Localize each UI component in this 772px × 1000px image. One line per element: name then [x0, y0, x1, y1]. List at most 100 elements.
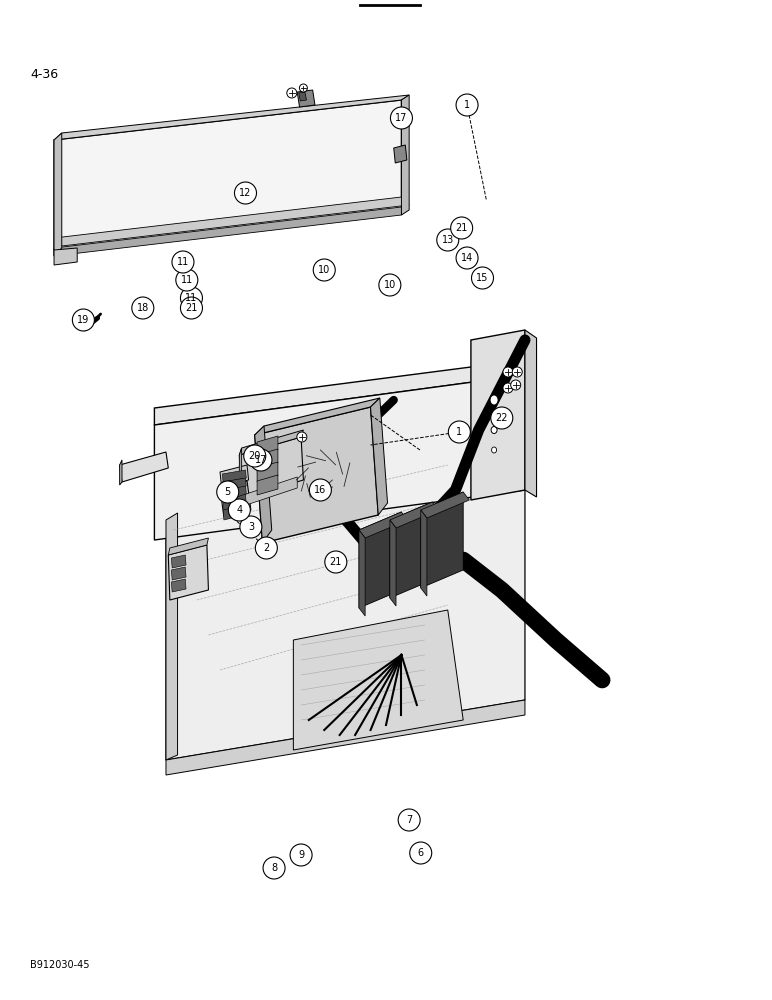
- Polygon shape: [394, 145, 407, 163]
- Circle shape: [287, 88, 296, 98]
- Polygon shape: [220, 481, 251, 517]
- Polygon shape: [54, 95, 409, 140]
- Polygon shape: [421, 510, 427, 596]
- Polygon shape: [401, 95, 409, 215]
- Text: 12: 12: [239, 188, 252, 198]
- Circle shape: [379, 274, 401, 296]
- Circle shape: [437, 229, 459, 251]
- Polygon shape: [168, 545, 208, 600]
- Polygon shape: [255, 426, 272, 543]
- Circle shape: [249, 450, 258, 460]
- Polygon shape: [171, 579, 186, 592]
- Ellipse shape: [492, 447, 496, 453]
- Polygon shape: [222, 478, 246, 490]
- Polygon shape: [243, 477, 297, 506]
- Circle shape: [410, 842, 432, 864]
- Circle shape: [391, 107, 412, 129]
- Text: 10: 10: [384, 280, 396, 290]
- Polygon shape: [239, 437, 303, 498]
- Polygon shape: [237, 504, 246, 517]
- Circle shape: [491, 407, 513, 429]
- Text: 10: 10: [318, 265, 330, 275]
- Polygon shape: [166, 513, 178, 760]
- Polygon shape: [239, 430, 303, 455]
- Polygon shape: [255, 398, 380, 435]
- Text: 18: 18: [137, 303, 149, 313]
- Circle shape: [235, 182, 256, 204]
- Text: 2: 2: [263, 543, 269, 553]
- Circle shape: [250, 449, 272, 471]
- Circle shape: [297, 432, 306, 442]
- Polygon shape: [168, 538, 208, 555]
- Text: 21: 21: [185, 303, 198, 313]
- Circle shape: [263, 857, 285, 879]
- Polygon shape: [257, 462, 278, 482]
- Text: 22: 22: [496, 413, 508, 423]
- Polygon shape: [299, 92, 306, 101]
- Polygon shape: [154, 360, 525, 425]
- Circle shape: [511, 380, 520, 390]
- Ellipse shape: [490, 395, 498, 405]
- Circle shape: [132, 297, 154, 319]
- Polygon shape: [54, 197, 409, 246]
- Circle shape: [398, 809, 420, 831]
- Text: 4: 4: [236, 505, 242, 515]
- Text: 1: 1: [464, 100, 470, 110]
- Circle shape: [456, 94, 478, 116]
- Polygon shape: [54, 207, 401, 256]
- Text: 3: 3: [248, 522, 254, 532]
- Text: 17: 17: [395, 113, 408, 123]
- Polygon shape: [257, 449, 278, 469]
- Circle shape: [244, 445, 266, 467]
- Polygon shape: [220, 465, 249, 487]
- Polygon shape: [237, 484, 246, 497]
- Polygon shape: [359, 512, 401, 608]
- Circle shape: [217, 481, 239, 503]
- Text: 21: 21: [455, 223, 468, 233]
- Text: 21: 21: [330, 557, 342, 567]
- Text: 5: 5: [225, 487, 231, 497]
- Circle shape: [325, 551, 347, 573]
- Text: 11: 11: [177, 257, 189, 267]
- Circle shape: [229, 499, 250, 521]
- Polygon shape: [166, 460, 525, 760]
- Circle shape: [449, 421, 470, 443]
- Circle shape: [181, 297, 202, 319]
- Polygon shape: [421, 492, 469, 518]
- Text: 8: 8: [271, 863, 277, 873]
- Circle shape: [472, 267, 493, 289]
- Polygon shape: [54, 100, 401, 250]
- Circle shape: [310, 479, 331, 501]
- Text: 19: 19: [77, 315, 90, 325]
- Polygon shape: [255, 407, 378, 543]
- Circle shape: [456, 247, 478, 269]
- Polygon shape: [222, 470, 246, 482]
- Polygon shape: [371, 398, 388, 515]
- Polygon shape: [359, 512, 408, 538]
- Circle shape: [300, 84, 307, 92]
- Text: B912030-45: B912030-45: [30, 960, 90, 970]
- Circle shape: [451, 217, 472, 239]
- Polygon shape: [293, 610, 463, 750]
- Polygon shape: [257, 475, 278, 495]
- Circle shape: [181, 287, 202, 309]
- Polygon shape: [297, 90, 315, 107]
- Polygon shape: [223, 497, 236, 510]
- Polygon shape: [525, 330, 537, 497]
- Polygon shape: [154, 375, 525, 540]
- Polygon shape: [390, 502, 432, 598]
- Polygon shape: [257, 436, 278, 456]
- Polygon shape: [54, 248, 77, 265]
- Text: 11: 11: [185, 293, 198, 303]
- Polygon shape: [171, 555, 186, 568]
- Circle shape: [256, 537, 277, 559]
- Circle shape: [503, 383, 513, 393]
- Text: 6: 6: [418, 848, 424, 858]
- Polygon shape: [223, 487, 236, 500]
- Circle shape: [176, 269, 198, 291]
- Circle shape: [172, 251, 194, 273]
- Polygon shape: [239, 448, 242, 505]
- Circle shape: [313, 259, 335, 281]
- Polygon shape: [166, 700, 525, 775]
- Circle shape: [240, 516, 262, 538]
